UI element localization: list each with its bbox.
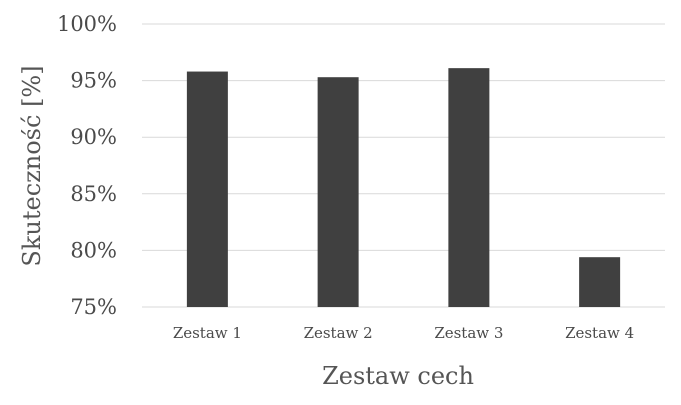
bar [186, 71, 228, 307]
bars [186, 68, 621, 307]
gridlines [142, 23, 665, 308]
y-tick-label: 90% [70, 125, 117, 149]
y-tick-label: 100% [57, 12, 117, 36]
x-tick-label: Zestaw 4 [565, 324, 634, 342]
y-tick-label: 75% [70, 295, 117, 319]
x-tick-label: Zestaw 3 [434, 324, 503, 342]
x-axis-ticks: Zestaw 1 Zestaw 2 Zestaw 3 Zestaw 4 [173, 324, 634, 342]
bar [579, 257, 621, 307]
x-axis-title: Zestaw cech [322, 362, 474, 390]
bar [448, 68, 490, 307]
y-tick-label: 85% [70, 182, 117, 206]
x-tick-label: Zestaw 1 [173, 324, 242, 342]
y-axis-title: Skuteczność [%] [18, 65, 46, 266]
y-axis-ticks: 75% 80% 85% 90% 95% 100% [57, 12, 117, 319]
x-tick-label: Zestaw 2 [304, 324, 373, 342]
y-tick-label: 80% [70, 238, 117, 262]
y-tick-label: 95% [70, 69, 117, 93]
bar [317, 77, 359, 307]
